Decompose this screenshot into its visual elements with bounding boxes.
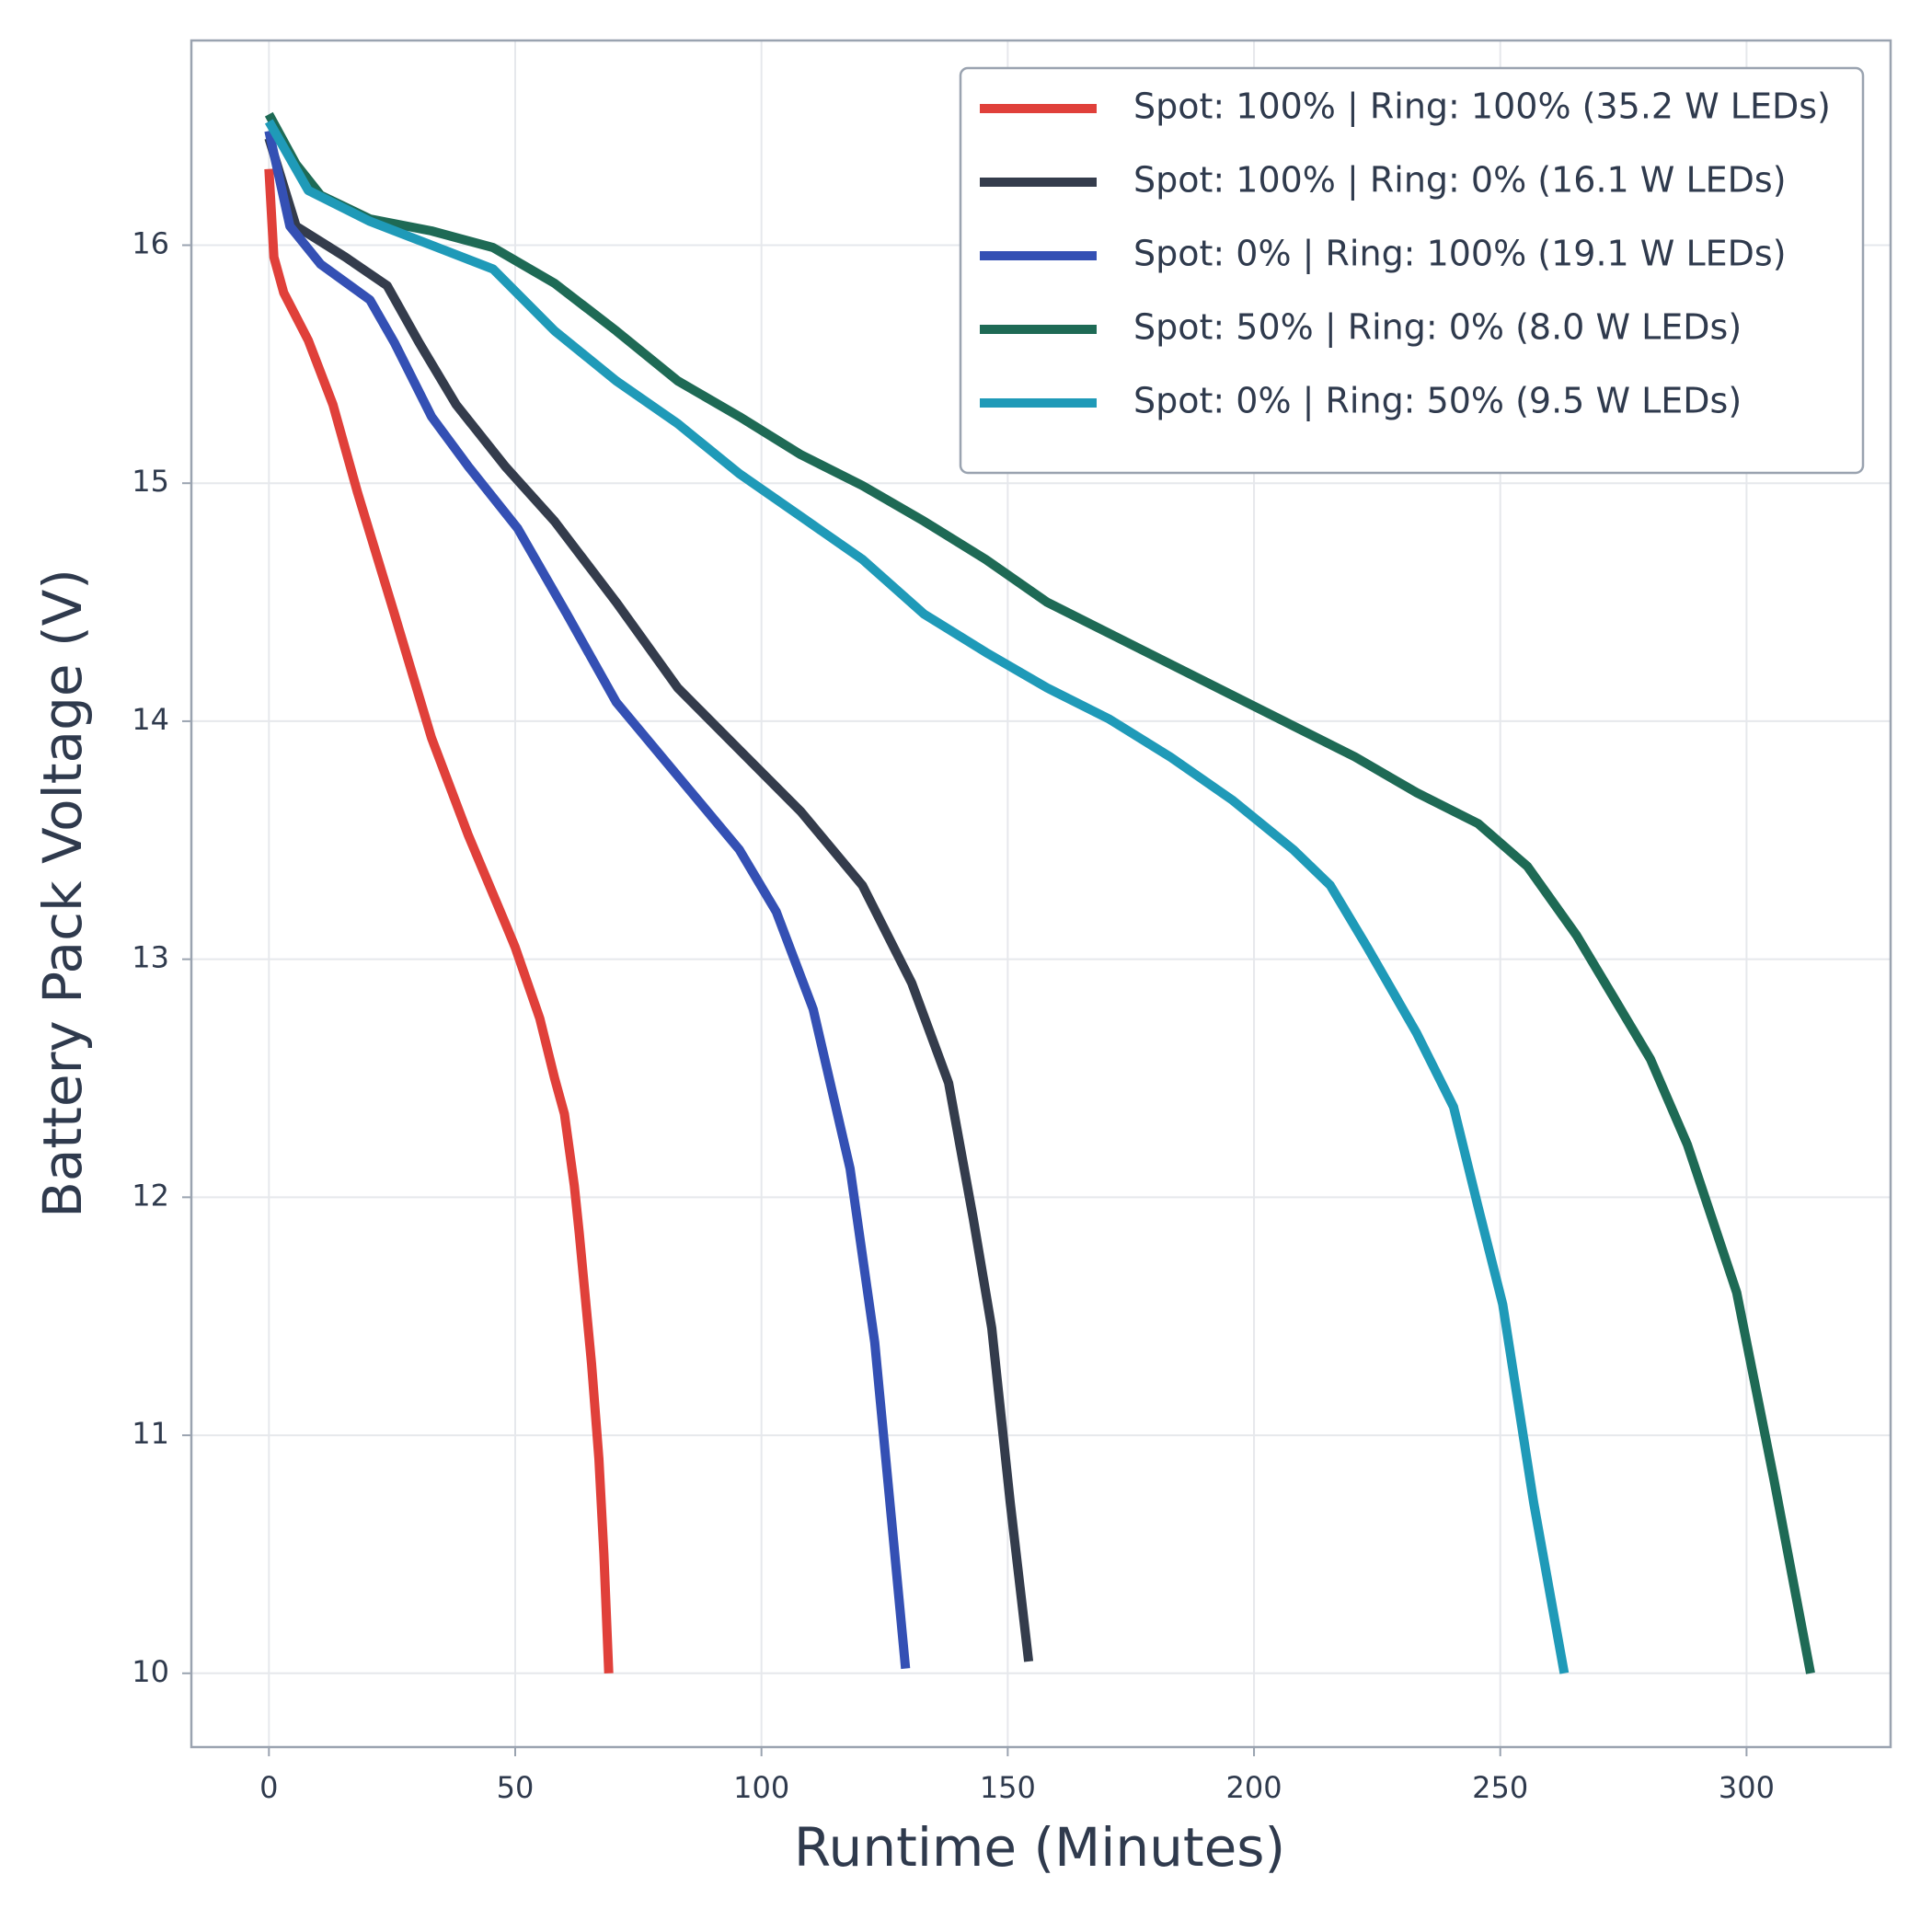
plot-frame: [190, 39, 1892, 1749]
x-tick-label: 50: [497, 1770, 535, 1805]
series-line: [264, 111, 1815, 1674]
legend-label: Spot: 0% | Ring: 50% (9.5 W LEDs): [1133, 381, 1742, 422]
x-tick-label: 0: [259, 1770, 278, 1805]
series-line: [264, 130, 911, 1670]
legend-label: Spot: 100% | Ring: 0% (16.1 W LEDs): [1133, 160, 1787, 201]
x-tick-label: 300: [1719, 1770, 1775, 1805]
x-tick-label: 100: [733, 1770, 789, 1805]
y-tick-label: 11: [132, 1416, 169, 1451]
x-axis-label: Runtime (Minutes): [794, 1816, 1285, 1879]
legend-label: Spot: 50% | Ring: 0% (8.0 W LEDs): [1133, 307, 1742, 349]
y-tick-label: 14: [132, 702, 169, 737]
y-tick-label: 12: [132, 1178, 169, 1213]
y-tick-label: 13: [132, 940, 169, 975]
legend-label: Spot: 0% | Ring: 100% (19.1 W LEDs): [1133, 234, 1787, 275]
y-tick-label: 15: [132, 464, 169, 499]
y-tick-label: 10: [132, 1654, 169, 1689]
x-tick-label: 200: [1226, 1770, 1282, 1805]
x-tick-label: 250: [1472, 1770, 1528, 1805]
y-axis-label: Battery Pack Voltage (V): [31, 569, 94, 1218]
legend-label: Spot: 100% | Ring: 100% (35.2 W LEDs): [1133, 86, 1831, 128]
y-tick-label: 16: [132, 225, 169, 260]
series-line: [264, 119, 1570, 1674]
x-tick-label: 150: [980, 1770, 1036, 1805]
legend-box: [959, 66, 1865, 475]
series-line: [264, 168, 614, 1674]
series-line: [264, 136, 1034, 1662]
